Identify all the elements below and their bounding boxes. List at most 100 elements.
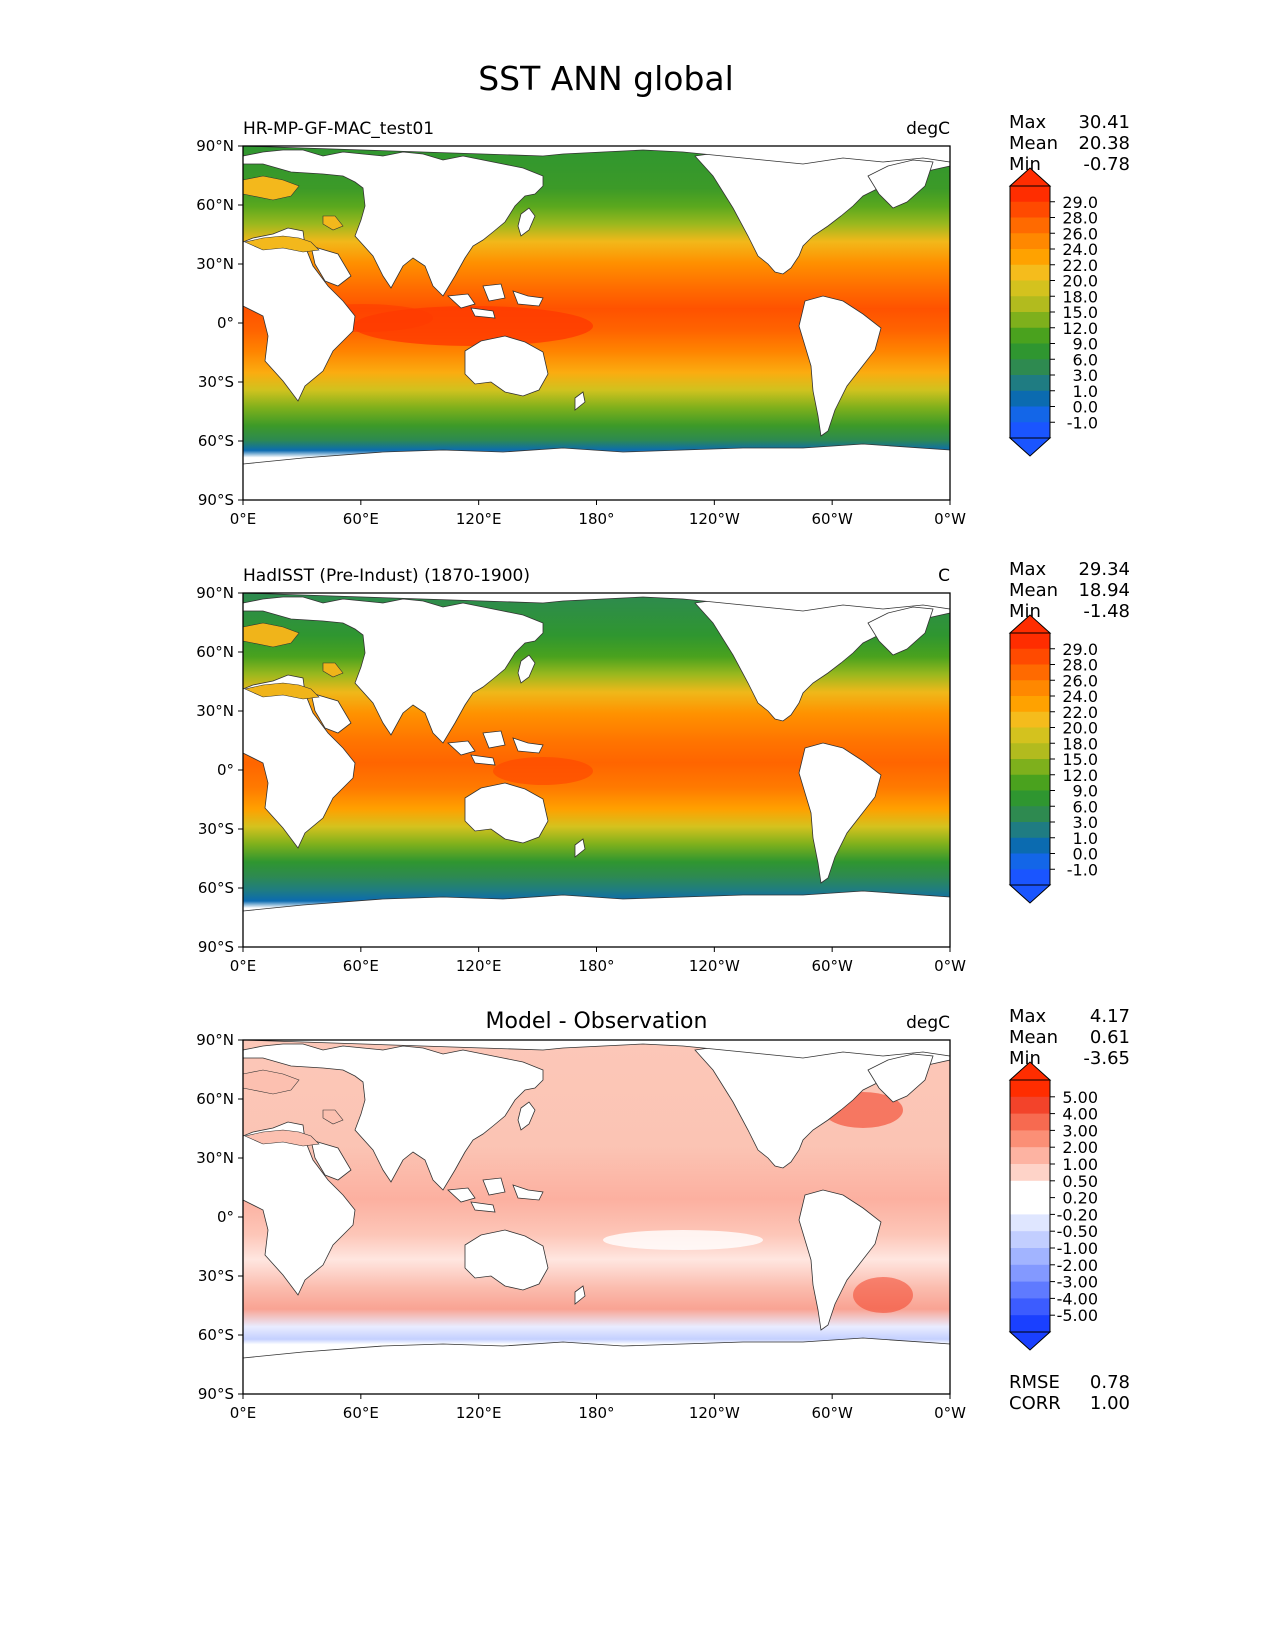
y-tick-label: 30°N	[196, 1149, 234, 1167]
colorbar-label: 22.0	[1062, 256, 1098, 275]
panel-title-left: HR-MP-GF-MAC_test01	[243, 119, 434, 139]
colorbar-label: 12.0	[1062, 766, 1098, 785]
colorbar-label: 0.0	[1073, 845, 1098, 864]
colorbar-label: 9.0	[1073, 782, 1098, 801]
warm-pool	[493, 757, 593, 785]
colorbar-segment	[1010, 790, 1050, 807]
stat-label-max: Max	[1009, 559, 1047, 580]
panel-title-center: Model - Observation	[486, 1009, 708, 1034]
colorbar-label: 28.0	[1062, 656, 1098, 675]
colorbar-label: 24.0	[1062, 240, 1098, 259]
y-tick-label: 90°N	[196, 137, 234, 155]
stat-value-max: 4.17	[1090, 1006, 1130, 1027]
colorbar-label: 3.00	[1062, 1121, 1098, 1140]
colorbar-segment	[1010, 664, 1050, 681]
stat-label-mean: Mean	[1009, 133, 1058, 154]
colorbar-segment	[1010, 217, 1050, 234]
y-tick-label: 0°	[217, 314, 234, 332]
stat-label-min: Min	[1009, 154, 1041, 175]
error-stats: RMSE 0.78 CORR 1.00	[1009, 1372, 1130, 1414]
x-tick-label: 0°E	[230, 510, 257, 528]
y-tick-label: 60°N	[196, 1090, 234, 1108]
colorbar-label: 1.0	[1073, 382, 1098, 401]
y-tick-label: 30°S	[198, 373, 234, 391]
brazil-current-anomaly	[853, 1277, 913, 1313]
colorbar-segment	[1010, 806, 1050, 823]
y-tick-label: 0°	[217, 761, 234, 779]
x-tick-label: 60°E	[343, 510, 379, 528]
colorbar-segment	[1010, 1298, 1050, 1316]
colorbar-segment	[1010, 1113, 1050, 1131]
x-tick-label: 0°E	[230, 1404, 257, 1422]
colorbar-label: 15.0	[1062, 303, 1098, 322]
colorbar: 29.028.026.024.022.020.018.015.012.09.06…	[1008, 167, 1098, 457]
colorbar-segment	[1010, 759, 1050, 776]
x-tick-label: 0°W	[934, 957, 966, 975]
colorbar-label: -0.50	[1057, 1222, 1098, 1241]
colorbar-segment	[1010, 233, 1050, 250]
stat-label-min: Min	[1009, 601, 1041, 622]
colorbar: 29.028.026.024.022.020.018.015.012.09.06…	[1008, 614, 1098, 904]
colorbar-segment	[1010, 1231, 1050, 1249]
colorbar-extend-bottom	[1008, 437, 1052, 457]
panel-model: HR-MP-GF-MAC_test01 degC 0°E 60°E 120°E 180° 1…	[196, 112, 1130, 528]
colorbar-label: 26.0	[1062, 224, 1098, 243]
colorbar-label: -3.00	[1057, 1273, 1098, 1292]
colorbar-label: 28.0	[1062, 209, 1098, 228]
colorbar-label: 20.0	[1062, 719, 1098, 738]
panel-units: C	[938, 566, 950, 586]
colorbar-extend-bottom	[1008, 1331, 1052, 1351]
stats-block: Max 30.41 Mean 20.38 Min -0.78	[1009, 112, 1130, 175]
colorbar-segment	[1010, 727, 1050, 744]
x-tick-label: 60°E	[343, 957, 379, 975]
panel-units: degC	[906, 1013, 950, 1033]
stat-label-max: Max	[1009, 112, 1047, 133]
x-tick-label: 180°	[578, 510, 614, 528]
panel-difference: Model - Observation degC 0°E 60°E 120°E 180° 1…	[196, 1006, 1130, 1422]
y-tick-label: 90°S	[198, 1385, 234, 1403]
colorbar-label: 29.0	[1062, 193, 1098, 212]
colorbar-label: 29.0	[1062, 640, 1098, 659]
stat-label-max: Max	[1009, 1006, 1047, 1027]
colorbar-segment	[1010, 1197, 1050, 1215]
y-tick-label: 30°N	[196, 702, 234, 720]
x-tick-label: 60°W	[811, 957, 853, 975]
tropical-pacific-neutral	[603, 1230, 763, 1250]
colorbar-segment	[1010, 422, 1050, 439]
y-tick-label: 90°S	[198, 491, 234, 509]
stat-value-max: 30.41	[1078, 112, 1130, 133]
x-tick-label: 120°E	[456, 510, 502, 528]
y-tick-label: 60°N	[196, 643, 234, 661]
stat-value-corr: 1.00	[1090, 1393, 1130, 1414]
colorbar-label: 6.0	[1073, 797, 1098, 816]
colorbar-label: 3.0	[1073, 813, 1098, 832]
stat-value-min: -0.78	[1083, 154, 1130, 175]
x-tick-label: 180°	[578, 1404, 614, 1422]
map-model: 0°E 60°E 120°E 180° 120°W 60°W 0°W 90°N 60°N 30°N…	[196, 137, 966, 528]
colorbar-segment	[1010, 853, 1050, 870]
stat-value-mean: 0.61	[1090, 1027, 1130, 1048]
colorbar-label: -1.0	[1067, 413, 1098, 432]
x-tick-label: 120°W	[689, 1404, 740, 1422]
x-tick-label: 180°	[578, 957, 614, 975]
colorbar-segment	[1010, 312, 1050, 329]
stat-value-min: -3.65	[1083, 1048, 1130, 1069]
map-observation: 0°E 60°E 120°E 180° 120°W 60°W 0°W 90°N 60°N 30°N…	[196, 584, 966, 975]
panel-observation: HadISST (Pre-Indust) (1870-1900) C 0°E 60°E…	[196, 559, 1130, 975]
colorbar-label: 6.0	[1073, 350, 1098, 369]
colorbar-label: 4.00	[1062, 1105, 1098, 1124]
colorbar-label: 0.50	[1062, 1172, 1098, 1191]
stat-label-mean: Mean	[1009, 580, 1058, 601]
x-tick-label: 120°E	[456, 1404, 502, 1422]
colorbar: 5.004.003.002.001.000.500.20-0.20-0.50-1…	[1008, 1061, 1098, 1351]
colorbar-label: 18.0	[1062, 734, 1098, 753]
y-tick-label: 90°N	[196, 1031, 234, 1049]
colorbar-label: 9.0	[1073, 335, 1098, 354]
stat-value-max: 29.34	[1078, 559, 1130, 580]
colorbar-label: 18.0	[1062, 287, 1098, 306]
colorbar-segment	[1010, 390, 1050, 407]
y-tick-label: 30°N	[196, 255, 234, 273]
colorbar-label: 0.0	[1073, 398, 1098, 417]
x-tick-label: 0°W	[934, 1404, 966, 1422]
